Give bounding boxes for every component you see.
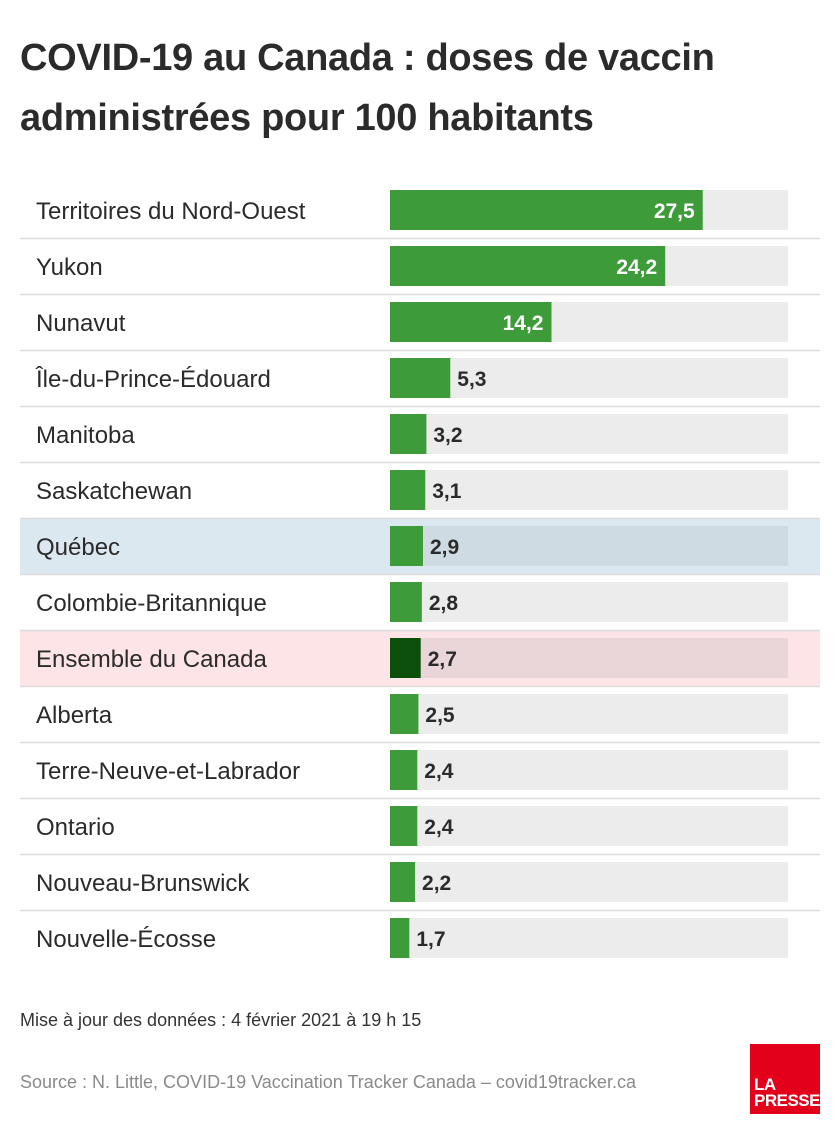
category-label: Nouveau-Brunswick	[36, 870, 250, 897]
bar	[390, 302, 552, 342]
value-label: 5,3	[457, 368, 486, 391]
bar-track	[390, 358, 788, 398]
bar	[390, 806, 418, 846]
value-label: 3,1	[432, 480, 462, 503]
bar	[390, 862, 416, 902]
value-label: 2,7	[428, 648, 457, 671]
value-label: 2,8	[429, 592, 459, 615]
bar-track	[390, 862, 788, 902]
bar	[390, 246, 666, 286]
category-label: Manitoba	[36, 422, 135, 449]
category-label: Colombie-Britannique	[36, 590, 267, 617]
bar	[390, 918, 410, 958]
category-label: Ensemble du Canada	[36, 646, 267, 673]
category-label: Québec	[36, 534, 120, 561]
bar-track	[390, 806, 788, 846]
bar-track	[390, 918, 788, 958]
bar	[390, 358, 451, 398]
bar	[390, 638, 421, 678]
bar-track	[390, 414, 788, 454]
value-label: 2,5	[425, 704, 455, 727]
bar	[390, 526, 423, 566]
logo-line-2: PRESSE	[754, 1091, 820, 1110]
bar-track	[390, 694, 788, 734]
logo-line-1: LA	[754, 1075, 776, 1094]
value-label: 2,2	[422, 872, 451, 895]
category-label: Yukon	[36, 254, 103, 281]
update-note: Mise à jour des données : 4 février 2021…	[20, 1010, 422, 1030]
value-label: 2,9	[430, 536, 459, 559]
value-label: 14,2	[503, 312, 544, 335]
bar	[390, 470, 426, 510]
category-label: Territoires du Nord-Ouest	[36, 198, 306, 225]
category-label: Île-du-Prince-Édouard	[35, 366, 271, 393]
bar-track	[390, 638, 788, 678]
value-label: 3,2	[433, 424, 462, 447]
value-label: 1,7	[416, 928, 445, 951]
category-label: Alberta	[36, 702, 113, 729]
category-label: Ontario	[36, 814, 115, 841]
value-label: 2,4	[424, 816, 454, 839]
bar-chart: Territoires du Nord-Ouest 27,5 Yukon 24,2 Nu…	[20, 190, 820, 958]
bar-track	[390, 526, 788, 566]
bar	[390, 582, 422, 622]
source-note: Source : N. Little, COVID-19 Vaccination…	[20, 1072, 636, 1092]
category-label: Saskatchewan	[36, 478, 192, 505]
la-presse-logo: LA PRESSE	[750, 1044, 820, 1114]
bar	[390, 750, 418, 790]
chart-title: COVID-19 au Canada : doses de vaccin adm…	[20, 37, 715, 139]
bar-track	[390, 750, 788, 790]
category-label: Nunavut	[36, 310, 126, 337]
bar	[390, 414, 427, 454]
bar-track	[390, 470, 788, 510]
bar-track	[390, 582, 788, 622]
bar	[390, 190, 703, 230]
category-label: Nouvelle-Écosse	[36, 926, 216, 953]
value-label: 24,2	[616, 256, 657, 279]
bar	[390, 694, 419, 734]
value-label: 2,4	[424, 760, 454, 783]
category-label: Terre-Neuve-et-Labrador	[36, 758, 300, 785]
value-label: 27,5	[654, 200, 695, 223]
